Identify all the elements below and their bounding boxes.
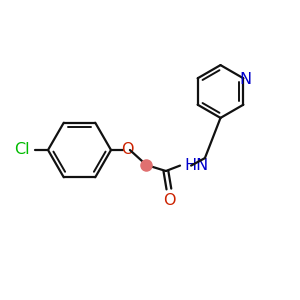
- Text: O: O: [121, 142, 133, 158]
- Text: N: N: [240, 72, 252, 87]
- Text: O: O: [163, 193, 175, 208]
- Text: Cl: Cl: [14, 142, 29, 158]
- Text: HN: HN: [184, 158, 209, 173]
